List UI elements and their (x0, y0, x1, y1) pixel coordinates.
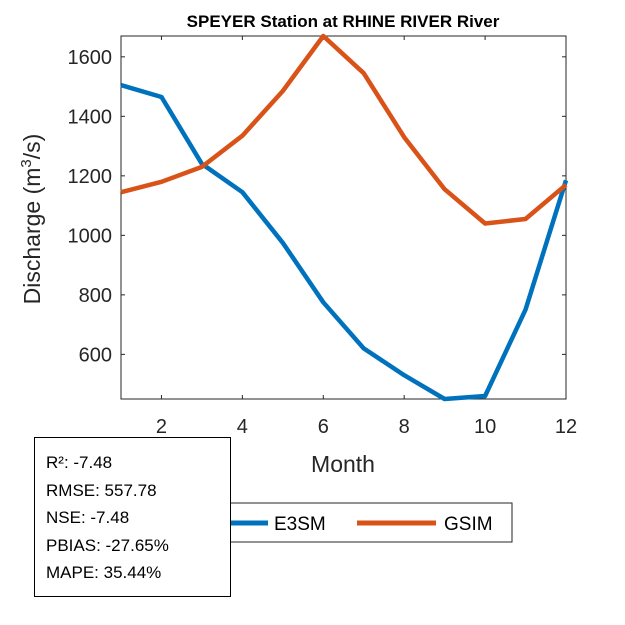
stat-r2: R²: -7.48 (46, 453, 113, 472)
x-tick-labels: 2 4 6 8 10 12 (156, 416, 577, 438)
series-line-gsim (120, 33, 568, 226)
stats-box: R²: -7.48 RMSE: 557.78 NSE: -7.48 PBIAS:… (34, 437, 231, 597)
chart-title: SPEYER Station at RHINE RIVER River (187, 12, 500, 31)
stat-rmse: RMSE: 557.78 (46, 480, 157, 500)
axes-box (120, 35, 567, 400)
x-tick-label: 10 (474, 416, 496, 438)
stat-pbias: PBIAS: -27.65% (46, 535, 169, 555)
stat-nse: NSE: -7.48 (46, 508, 130, 527)
x-tick-label: 6 (318, 416, 329, 438)
legend-label-gsim: GSIM (444, 514, 493, 535)
y-axis-label-superscript: 3 (18, 159, 35, 167)
y-tick-label: 600 (79, 344, 112, 366)
y-axis-label: Discharge (m3/s) (18, 134, 45, 305)
tick-marks (121, 36, 567, 399)
series-layer (120, 33, 569, 402)
x-tick-label: 8 (399, 416, 410, 438)
y-tick-label: 1000 (68, 225, 113, 247)
y-tick-label: 800 (79, 285, 112, 307)
y-tick-label: 1600 (68, 47, 113, 69)
legend: E3SM GSIM (185, 502, 513, 543)
y-tick-label: 1200 (68, 166, 113, 188)
y-tick-labels: 600 800 1000 1200 1400 1600 (68, 47, 113, 367)
y-axis-label-tail: /s) (19, 134, 45, 160)
stat-mape: MAPE: 35.44% (46, 563, 162, 582)
x-tick-label: 4 (237, 416, 248, 438)
x-axis-label: Month (311, 451, 375, 477)
x-tick-label: 2 (156, 416, 167, 438)
y-tick-label: 1400 (68, 106, 113, 128)
y-axis-label-main: Discharge (m (19, 168, 45, 305)
series-line-e3sm (120, 82, 569, 402)
plot-area (120, 33, 569, 402)
x-tick-label: 12 (555, 416, 577, 438)
legend-label-e3sm: E3SM (274, 514, 326, 535)
